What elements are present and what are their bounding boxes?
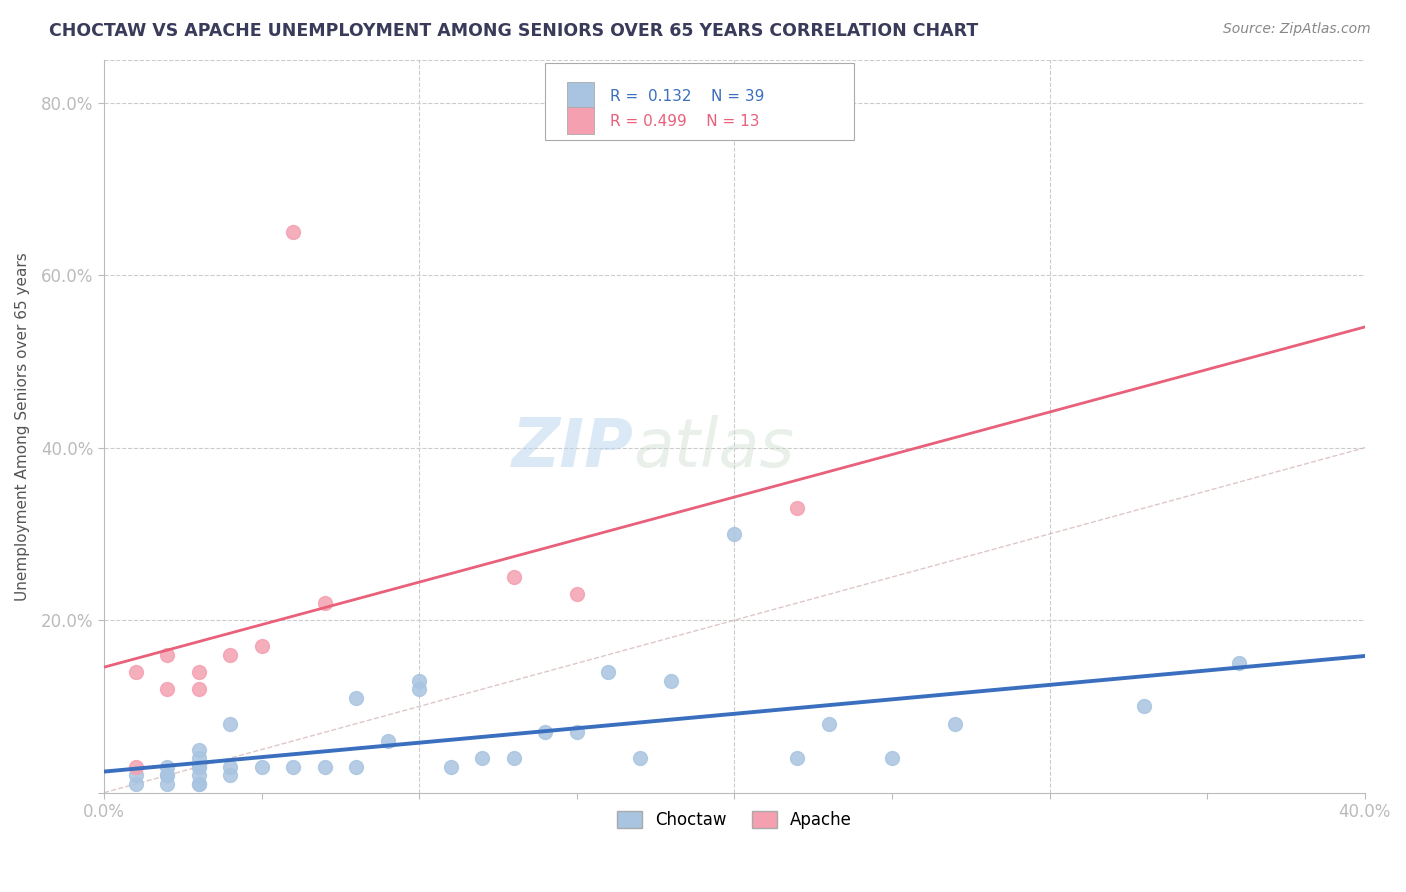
Point [187, 768, 209, 782]
Y-axis label: Unemployment Among Seniors over 65 years: Unemployment Among Seniors over 65 years [15, 252, 30, 600]
Point [187, 777, 209, 791]
Point [880, 751, 903, 765]
Point [502, 570, 524, 584]
Point [281, 225, 304, 239]
Point [124, 768, 146, 782]
FancyBboxPatch shape [567, 81, 595, 110]
Point [471, 751, 494, 765]
Point [187, 742, 209, 756]
Point [187, 760, 209, 774]
Point [156, 760, 179, 774]
Point [440, 760, 463, 774]
Point [786, 751, 808, 765]
Point [219, 716, 242, 731]
Text: ZIP: ZIP [512, 415, 634, 481]
Point [314, 760, 336, 774]
Point [344, 690, 367, 705]
Point [219, 768, 242, 782]
Text: R =  0.132    N = 39: R = 0.132 N = 39 [610, 88, 763, 103]
Legend: Choctaw, Apache: Choctaw, Apache [610, 804, 859, 836]
Text: CHOCTAW VS APACHE UNEMPLOYMENT AMONG SENIORS OVER 65 YEARS CORRELATION CHART: CHOCTAW VS APACHE UNEMPLOYMENT AMONG SEN… [49, 22, 979, 40]
FancyBboxPatch shape [546, 63, 855, 140]
Text: atlas: atlas [634, 415, 794, 481]
Point [281, 760, 304, 774]
Point [943, 716, 966, 731]
Point [156, 768, 179, 782]
Point [661, 673, 683, 688]
Point [250, 639, 273, 653]
FancyBboxPatch shape [567, 106, 595, 135]
Point [377, 734, 399, 748]
Point [1227, 657, 1250, 671]
Point [408, 673, 430, 688]
Point [156, 682, 179, 697]
Point [187, 665, 209, 679]
Point [250, 760, 273, 774]
Point [219, 760, 242, 774]
Point [723, 527, 745, 541]
Point [628, 751, 651, 765]
Point [187, 682, 209, 697]
Point [156, 768, 179, 782]
Point [156, 648, 179, 662]
Point [818, 716, 841, 731]
Point [598, 665, 620, 679]
Point [786, 501, 808, 516]
Point [408, 682, 430, 697]
Text: R = 0.499    N = 13: R = 0.499 N = 13 [610, 114, 759, 128]
Point [156, 777, 179, 791]
Point [534, 725, 557, 739]
Text: Source: ZipAtlas.com: Source: ZipAtlas.com [1223, 22, 1371, 37]
Point [187, 760, 209, 774]
Point [344, 760, 367, 774]
Point [124, 665, 146, 679]
Point [1133, 699, 1156, 714]
Point [187, 751, 209, 765]
Point [565, 725, 588, 739]
Point [187, 777, 209, 791]
Point [565, 587, 588, 601]
Point [124, 777, 146, 791]
Point [502, 751, 524, 765]
Point [219, 648, 242, 662]
Point [314, 596, 336, 610]
Point [124, 760, 146, 774]
